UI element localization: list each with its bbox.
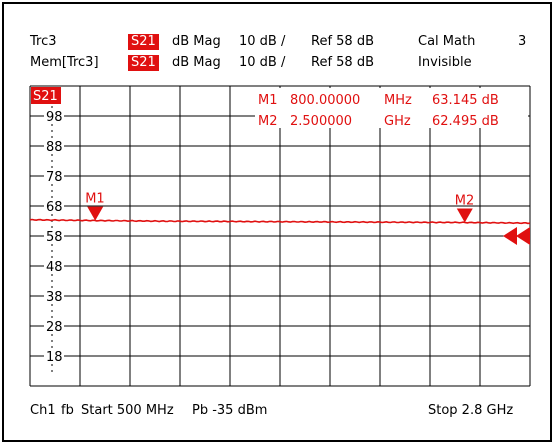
trace-format[interactable]: dB Mag — [172, 34, 221, 49]
y-tick-label: 48 — [46, 260, 63, 275]
y-tick-bg — [44, 348, 64, 364]
trace-label-badge — [31, 87, 61, 104]
marker-triangle — [456, 208, 473, 223]
marker-label: M2 — [455, 194, 475, 209]
ref-arrow-inner — [503, 227, 517, 245]
y-tick-bg — [44, 258, 64, 274]
y-tick-label: 18 — [46, 350, 63, 365]
y-tick-label: 88 — [46, 140, 63, 155]
y-tick-label: 78 — [46, 170, 63, 185]
y-tick-bg — [44, 168, 64, 184]
marker-info-frequency: 2.500000 — [290, 114, 352, 129]
y-tick-bg — [44, 318, 64, 334]
marker-info-bg — [255, 88, 528, 128]
trace-line — [29, 218, 531, 225]
marker-info-unit: GHz — [384, 114, 411, 129]
y-tick-label: 28 — [46, 320, 63, 335]
start-frequency[interactable]: Start 500 MHz — [81, 403, 174, 418]
cal-status: Cal Math — [418, 34, 476, 49]
trace-ref[interactable]: Ref 58 dB — [311, 34, 375, 49]
y-tick-label: 98 — [46, 110, 63, 125]
source-power[interactable]: Pb -35 dBm — [192, 403, 268, 418]
memory-state: Invisible — [418, 55, 472, 70]
fb-label: fb — [61, 403, 74, 418]
ref-arrow-outer — [516, 227, 530, 245]
y-tick-bg — [44, 228, 64, 244]
channel-label: Ch1 — [30, 403, 56, 418]
trace-number: 3 — [518, 34, 527, 49]
marker-info-name: M2 — [258, 114, 278, 129]
marker-triangle — [87, 206, 104, 221]
y-tick-bg — [44, 198, 64, 214]
marker-label: M1 — [85, 192, 105, 207]
trace-param-badge[interactable]: S21 — [128, 34, 159, 50]
marker-info-name: M1 — [258, 93, 278, 108]
stop-frequency[interactable]: Stop 2.8 GHz — [428, 403, 514, 418]
memory-ref[interactable]: Ref 58 dB — [311, 55, 375, 70]
marker-info-level: 62.495 dB — [432, 114, 499, 129]
marker-info-unit: MHz — [384, 93, 412, 108]
y-tick-bg — [44, 108, 64, 124]
y-tick-label: 38 — [46, 290, 63, 305]
memory-trace-name: Mem[Trc3] — [30, 55, 99, 70]
y-tick-bg — [44, 138, 64, 154]
trace-name: Trc3 — [30, 34, 57, 49]
trace-label: S21 — [33, 89, 58, 104]
memory-format[interactable]: dB Mag — [172, 55, 221, 70]
y-tick-bg — [44, 288, 64, 304]
y-tick-label: 58 — [46, 230, 63, 245]
y-tick-label: 68 — [46, 200, 63, 215]
marker-info-level: 63.145 dB — [432, 93, 499, 108]
memory-param-badge[interactable]: S21 — [128, 55, 159, 71]
marker-info-frequency: 800.00000 — [290, 93, 360, 108]
trace-scale[interactable]: 10 dB / — [239, 34, 286, 49]
memory-scale[interactable]: 10 dB / — [239, 55, 286, 70]
